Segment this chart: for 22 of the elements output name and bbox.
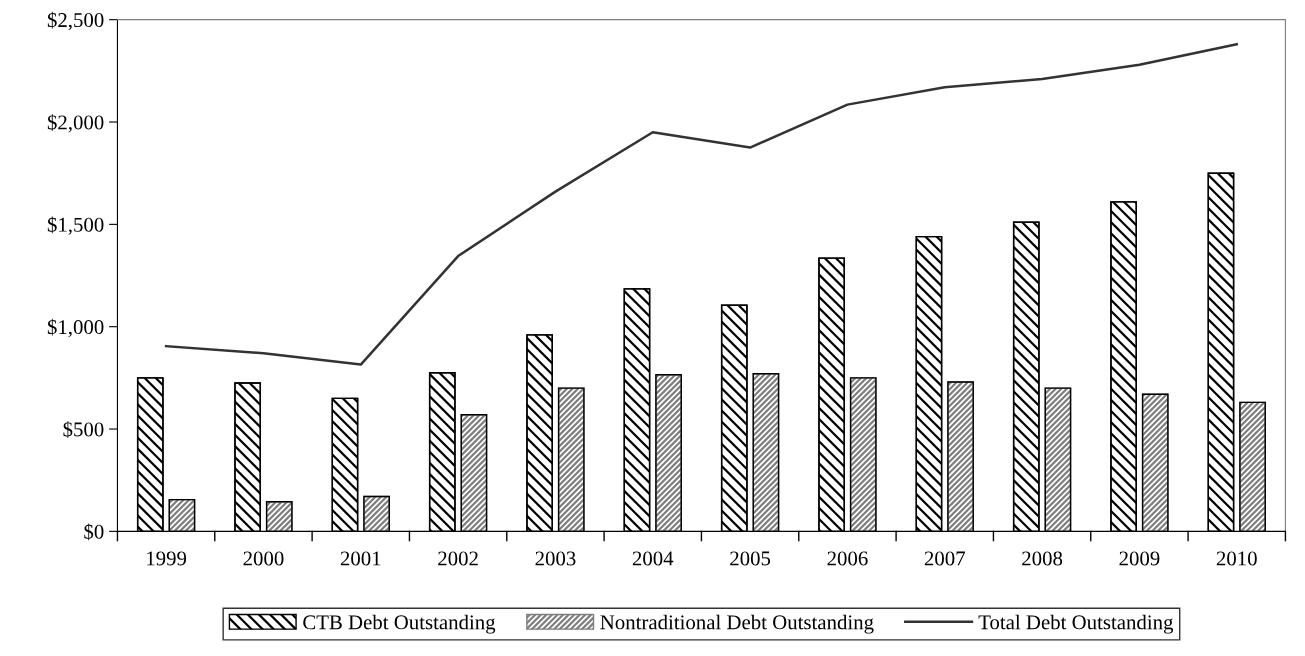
x-tick-label: 2009 xyxy=(1119,551,1160,566)
x-tick-label: 2004 xyxy=(632,551,674,566)
y-tick-label: $2,000 xyxy=(47,114,104,133)
y-tick-label: $1,000 xyxy=(47,318,104,338)
y-tick-label: $500 xyxy=(63,421,104,438)
x-tick-label: 2000 xyxy=(243,551,284,566)
x-tick-label: 2003 xyxy=(535,551,576,566)
line-series xyxy=(164,42,1239,366)
legend-label: Total Debt Outstanding xyxy=(978,614,1174,634)
x-tick-label: 2007 xyxy=(924,551,965,566)
x-tick-label: 2002 xyxy=(438,551,478,566)
x-tick-label: 2008 xyxy=(1022,551,1063,566)
x-tick-label: 2010 xyxy=(1216,551,1257,566)
y-tick-label: $0 xyxy=(84,523,104,541)
legend-label: CTB Debt Outstanding xyxy=(303,614,496,634)
x-tick-label: 1999 xyxy=(147,551,187,566)
y-tick-label: $2,500 xyxy=(47,11,104,31)
x-tick-label: 2005 xyxy=(730,551,771,566)
x-tick-label: 2006 xyxy=(827,551,868,566)
legend-label: Nontraditional Debt Outstanding xyxy=(600,614,874,634)
x-tick-label: 2001 xyxy=(340,551,381,566)
y-tick-label: $1,500 xyxy=(47,216,104,235)
